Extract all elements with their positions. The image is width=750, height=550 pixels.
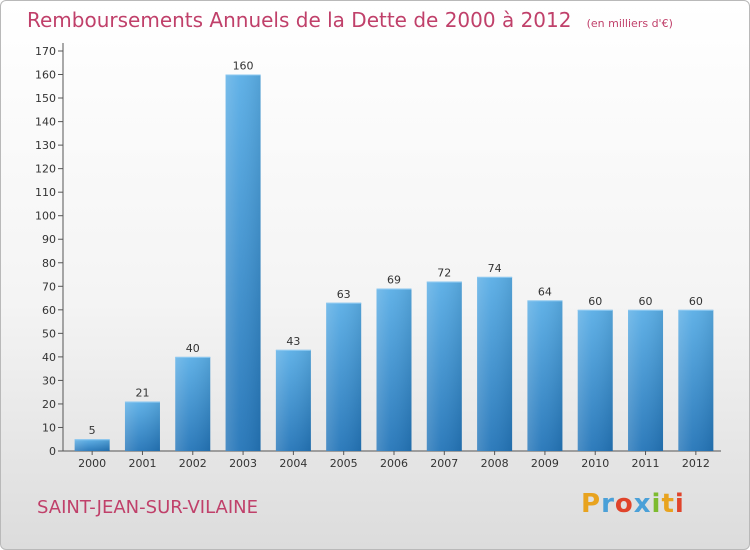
value-label: 72 (437, 267, 451, 280)
chart-title-text: Remboursements Annuels de la Dette de 20… (27, 8, 572, 32)
y-tick-label: 0 (49, 445, 56, 458)
value-label: 60 (639, 295, 653, 308)
y-tick-label: 110 (35, 186, 56, 199)
bars (74, 74, 714, 451)
x-tick-label: 2001 (128, 457, 156, 470)
x-tick-label: 2011 (632, 457, 660, 470)
y-tick-label: 20 (42, 398, 56, 411)
bar-shine (74, 439, 110, 451)
y-tick-label: 30 (42, 374, 56, 387)
value-label: 43 (286, 335, 300, 348)
chart-unit-note: (en milliers d'€) (586, 17, 673, 30)
bar-shine (628, 309, 664, 451)
bar-shine (527, 300, 563, 451)
x-tick-label: 2007 (430, 457, 458, 470)
value-labels: 5 21 40 160 43 63 69 72 74 64 60 60 60 (89, 60, 703, 438)
value-label: 60 (588, 295, 602, 308)
y-tick-label: 60 (42, 304, 56, 317)
x-tick-label: 2000 (78, 457, 106, 470)
value-label: 64 (538, 285, 552, 298)
bar-shine (124, 401, 160, 451)
y-tick-label: 160 (35, 69, 56, 82)
bar-shine (376, 288, 412, 451)
value-label: 63 (337, 288, 351, 301)
y-tick-label: 70 (42, 280, 56, 293)
y-tick-label: 130 (35, 139, 56, 152)
x-tick-label: 2010 (581, 457, 609, 470)
axes: 0 10 20 30 40 50 60 70 80 90 100 110 120 130 140 150 160… (35, 43, 721, 470)
y-tick-label: 40 (42, 351, 56, 364)
bar-shine (678, 309, 714, 451)
y-tick-label: 150 (35, 92, 56, 105)
logo-letter: x (633, 489, 652, 519)
logo-letter: o (614, 489, 634, 519)
x-tick-label: 2006 (380, 457, 408, 470)
bar-shine (477, 276, 513, 451)
x-tick-label: 2008 (481, 457, 509, 470)
x-tick-label: 2003 (229, 457, 257, 470)
logo-letter: r (601, 489, 615, 519)
x-tick-label: 2009 (531, 457, 559, 470)
logo-letter: i (651, 489, 662, 519)
bar-shine (426, 281, 462, 451)
y-tick-label: 100 (35, 210, 56, 223)
y-tick-label: 120 (35, 163, 56, 176)
y-tick-label: 10 (42, 421, 56, 434)
x-tick-label: 2004 (279, 457, 307, 470)
logo-letter: t (661, 489, 675, 519)
proxiti-logo: Proxiti (581, 489, 685, 519)
value-label: 69 (387, 274, 401, 287)
logo-letter: i (674, 489, 685, 519)
value-label: 74 (488, 262, 502, 275)
value-label: 160 (233, 60, 254, 73)
bar-shine (225, 74, 261, 451)
commune-name: SAINT-JEAN-SUR-VILAINE (37, 497, 258, 518)
y-tick-label: 80 (42, 257, 56, 270)
y-tick-label: 50 (42, 327, 56, 340)
logo-letter: P (581, 489, 602, 519)
y-tick-label: 140 (35, 116, 56, 129)
y-tick-label: 170 (35, 45, 56, 58)
chart-title: Remboursements Annuels de la Dette de 20… (27, 8, 673, 32)
x-tick-label: 2002 (179, 457, 207, 470)
value-label: 40 (186, 342, 200, 355)
bar-shine (577, 309, 613, 451)
bar-shine (175, 356, 211, 451)
x-tick-label: 2005 (330, 457, 358, 470)
bar-shine (275, 349, 311, 451)
value-label: 5 (89, 424, 96, 437)
value-label: 60 (689, 295, 703, 308)
value-label: 21 (135, 387, 149, 400)
x-tick-label: 2012 (682, 457, 710, 470)
y-tick-label: 90 (42, 233, 56, 246)
bar-shine (326, 302, 362, 451)
